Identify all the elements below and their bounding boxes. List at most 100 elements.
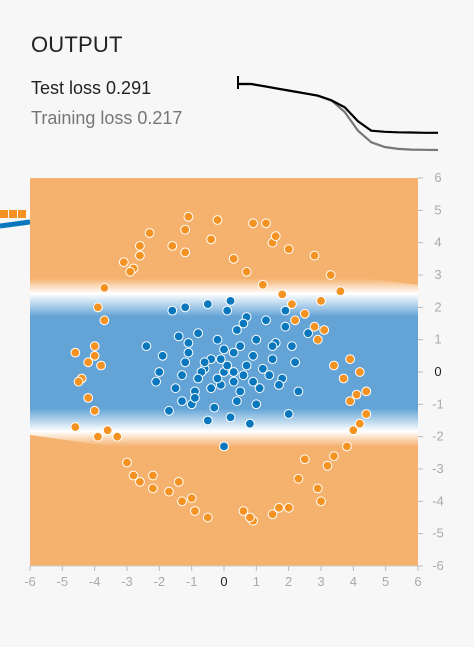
x-tick-label: 1	[253, 574, 260, 589]
orange-point	[354, 367, 365, 377]
orange-point	[148, 470, 158, 481]
y-tick-label: -3	[432, 461, 444, 476]
orange-point	[316, 295, 326, 306]
orange-point	[322, 460, 333, 471]
training-loss-curve	[238, 82, 439, 152]
training-loss: Training loss 0.217	[31, 108, 182, 129]
blue-point	[248, 376, 259, 387]
orange-point	[190, 506, 200, 516]
blue-point	[206, 383, 217, 394]
orange-point	[164, 486, 174, 497]
orange-point	[202, 512, 213, 523]
orange-point	[309, 250, 320, 261]
orange-point	[261, 218, 271, 229]
orange-point	[335, 286, 346, 297]
orange-point	[312, 334, 323, 345]
orange-point	[287, 299, 297, 310]
orange-point	[135, 250, 145, 261]
orange-point	[177, 496, 187, 507]
test-loss-curve	[238, 82, 438, 134]
orange-point	[112, 431, 123, 442]
orange-point	[319, 325, 330, 335]
blue-point	[212, 334, 223, 345]
orange-point	[212, 215, 223, 225]
blue-point	[164, 405, 174, 416]
blue-point	[228, 367, 239, 377]
blue-point	[232, 325, 242, 335]
blue-point	[245, 418, 255, 429]
orange-point	[361, 409, 372, 419]
blue-point	[235, 341, 246, 352]
y-tick-label: -2	[432, 429, 444, 444]
orange-point	[102, 425, 113, 436]
orange-point	[274, 502, 284, 513]
orange-point	[270, 231, 281, 242]
blue-point	[293, 386, 304, 397]
orange-point	[70, 422, 81, 432]
blue-point	[215, 354, 226, 365]
blue-point	[193, 328, 204, 339]
orange-point	[89, 341, 100, 352]
y-tick-label: -6	[432, 558, 444, 573]
y-tick-label: -1	[432, 396, 444, 411]
orange-point	[309, 321, 320, 332]
blue-point	[241, 360, 252, 371]
y-tick-label: 5	[434, 202, 441, 217]
training-loss-label: Training loss	[31, 108, 133, 128]
orange-point	[180, 247, 191, 258]
orange-point	[329, 451, 339, 462]
x-tick-label: -4	[89, 574, 101, 589]
blue-point	[183, 338, 194, 348]
orange-point	[135, 241, 145, 251]
y-tick-label: -5	[432, 526, 444, 541]
training-loss-value: 0.217	[137, 108, 183, 128]
blue-point	[167, 305, 178, 316]
orange-point	[167, 241, 178, 251]
orange-point	[173, 477, 184, 487]
y-tick-label: 6	[434, 170, 441, 185]
blue-point	[212, 373, 223, 384]
orange-point	[312, 483, 323, 494]
orange-point	[83, 357, 94, 368]
blue-point	[264, 370, 275, 381]
orange-point	[93, 431, 103, 442]
orange-point	[348, 425, 359, 436]
blue-point	[238, 318, 249, 329]
orange-point	[345, 354, 356, 365]
orange-point	[89, 405, 100, 416]
blue-point	[251, 334, 262, 345]
x-tick-label: -1	[186, 574, 198, 589]
blue-point	[183, 347, 194, 358]
orange-point	[96, 360, 106, 371]
orange-point	[354, 418, 365, 429]
orange-point	[73, 376, 84, 387]
blue-point	[257, 363, 268, 374]
x-tick-label: -6	[24, 574, 36, 589]
test-loss-value: 0.291	[106, 78, 152, 98]
blue-point	[199, 357, 210, 368]
blue-point	[274, 380, 284, 390]
orange-point	[293, 473, 304, 484]
output-heatmap-plot[interactable]: -6 -5 -4 -3 -2 -1 0 1 2 3 4 5 6 6 5 4 3 2 1 0 -1 -2 -3 -4 -5 -6	[0, 170, 450, 600]
orange-point	[238, 506, 249, 516]
blue-point	[219, 441, 229, 452]
blue-point	[157, 350, 168, 361]
orange-point	[325, 270, 336, 280]
orange-point	[70, 347, 81, 358]
blue-point	[151, 376, 162, 387]
orange-point	[118, 257, 129, 267]
orange-point	[183, 211, 194, 222]
orange-point	[148, 483, 158, 494]
blue-point	[267, 354, 278, 365]
loss-sparkline	[237, 76, 439, 152]
blue-point	[141, 341, 152, 352]
orange-point	[99, 283, 110, 293]
orange-point	[283, 244, 294, 254]
x-tick-label: -3	[121, 574, 133, 589]
orange-point	[228, 253, 239, 264]
orange-point	[257, 279, 268, 290]
blue-point	[232, 396, 242, 407]
orange-point	[245, 512, 255, 523]
orange-point	[267, 509, 278, 520]
orange-point	[316, 496, 326, 507]
